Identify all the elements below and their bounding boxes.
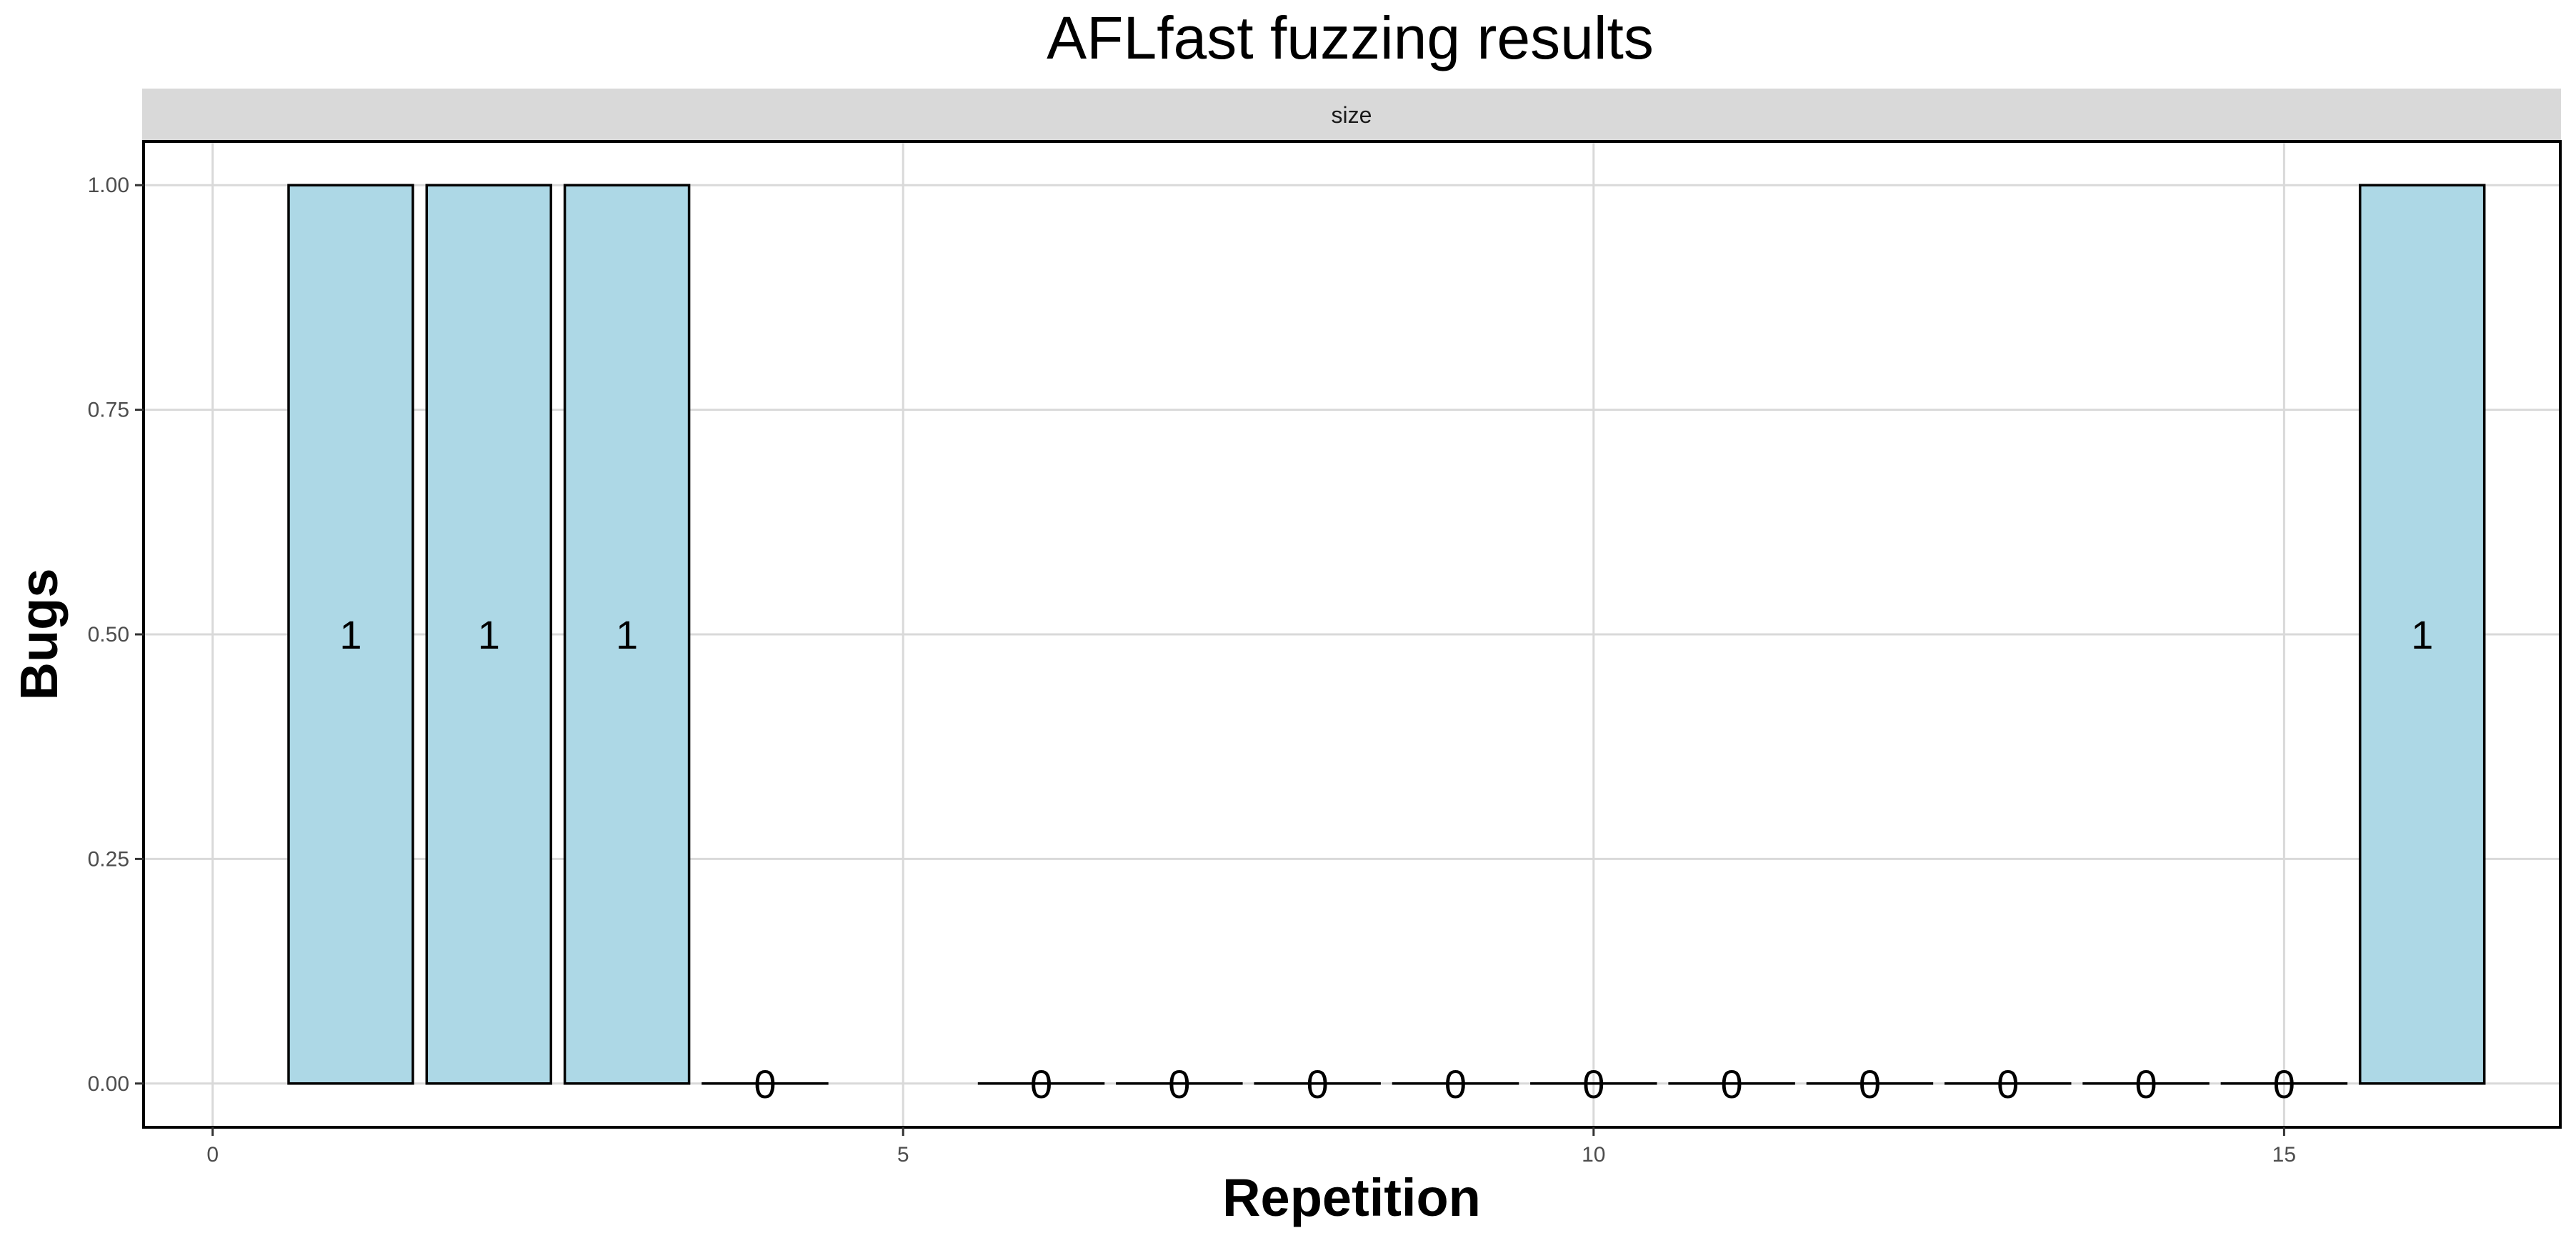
x-tick-label: 15 — [2272, 1143, 2296, 1167]
bar-value-label: 0 — [1168, 1062, 1190, 1107]
bar-value-label: 0 — [1582, 1062, 1604, 1107]
bar-value-label: 1 — [339, 612, 361, 657]
bar-value-label: 0 — [1030, 1062, 1052, 1107]
bar-value-label: 0 — [1997, 1062, 2019, 1107]
facet-strip — [142, 89, 2561, 141]
bar-value-labels: 1 1 1 0 0 0 0 0 0 0 0 0 0 0 1 — [339, 612, 2433, 1107]
bar-value-label: 0 — [1444, 1062, 1467, 1107]
bar-value-label: 1 — [478, 612, 500, 657]
bar-value-label: 0 — [1721, 1062, 1743, 1107]
bar-value-label: 0 — [2135, 1062, 2157, 1107]
bar — [425, 184, 553, 1085]
y-tick-label: 0.00 — [88, 1072, 129, 1096]
bars — [287, 184, 2486, 1085]
x-tick-label: 5 — [897, 1143, 909, 1167]
bar-value-label: 0 — [2273, 1062, 2295, 1107]
bar-value-label: 1 — [2411, 612, 2433, 657]
x-tick-label: 0 — [206, 1143, 219, 1167]
x-axis: 0 5 10 15 — [206, 1127, 2296, 1167]
chart-title: AFLfast fuzzing results — [1047, 4, 1654, 71]
y-tick-label: 0.25 — [88, 847, 129, 871]
facet-strip-label: size — [1332, 102, 1372, 128]
bar — [2358, 184, 2486, 1085]
bar-value-label: 1 — [616, 612, 638, 657]
y-axis-title: Bugs — [9, 569, 69, 701]
bar-value-label: 0 — [1859, 1062, 1881, 1107]
bar — [287, 184, 414, 1085]
y-tick-label: 1.00 — [88, 174, 129, 197]
y-tick-label: 0.50 — [88, 623, 129, 647]
bar-value-label: 0 — [1307, 1062, 1329, 1107]
bar-value-label: 0 — [754, 1062, 776, 1107]
y-tick-label: 0.75 — [88, 399, 129, 422]
x-axis-title: Repetition — [1222, 1168, 1481, 1227]
y-axis: 0.00 0.25 0.50 0.75 1.00 — [88, 174, 144, 1096]
bar — [563, 184, 691, 1085]
x-tick-label: 10 — [1582, 1143, 1605, 1167]
